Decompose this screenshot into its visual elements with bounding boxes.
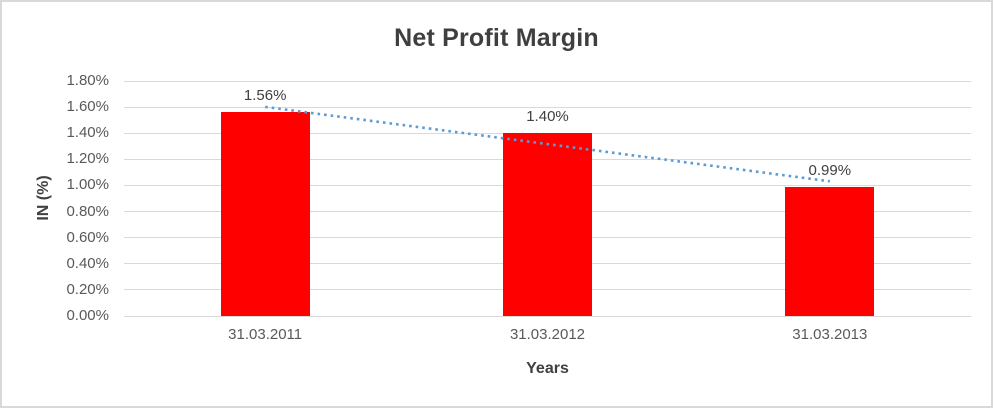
x-axis-tick-label: 31.03.2013	[792, 326, 868, 343]
bar-data-label: 1.56%	[243, 87, 287, 105]
y-axis-tick-label: 1.20%	[66, 150, 109, 168]
bar-data-label: 1.40%	[526, 108, 569, 126]
x-axis-tick-label: 31.03.2012	[509, 326, 586, 343]
y-axis-tick-label: 1.60%	[66, 98, 109, 116]
y-axis-tick-label: 1.00%	[66, 176, 109, 194]
y-axis-tick-label: 1.80%	[66, 72, 109, 89]
gridline	[124, 315, 971, 317]
x-axis-title: Years	[526, 360, 569, 377]
bar-31.03.2012	[503, 133, 592, 316]
bar-data-label: 0.99%	[808, 161, 852, 179]
y-axis-tick-label: 1.40%	[66, 124, 109, 142]
y-axis-tick-label: 0.40%	[66, 254, 109, 272]
y-axis-tick-label: 0.60%	[66, 228, 109, 246]
y-axis-tick-label: 0.00%	[66, 307, 109, 324]
bar-31.03.2011	[220, 112, 310, 316]
gridline	[124, 80, 971, 82]
chart-title: Net Profit Margin	[394, 24, 599, 52]
y-axis-tick-label: 0.20%	[66, 280, 109, 298]
bar-31.03.2013	[785, 186, 875, 316]
x-axis-tick-label: 31.03.2011	[228, 326, 303, 343]
y-axis-tick-label: 0.80%	[66, 202, 109, 220]
